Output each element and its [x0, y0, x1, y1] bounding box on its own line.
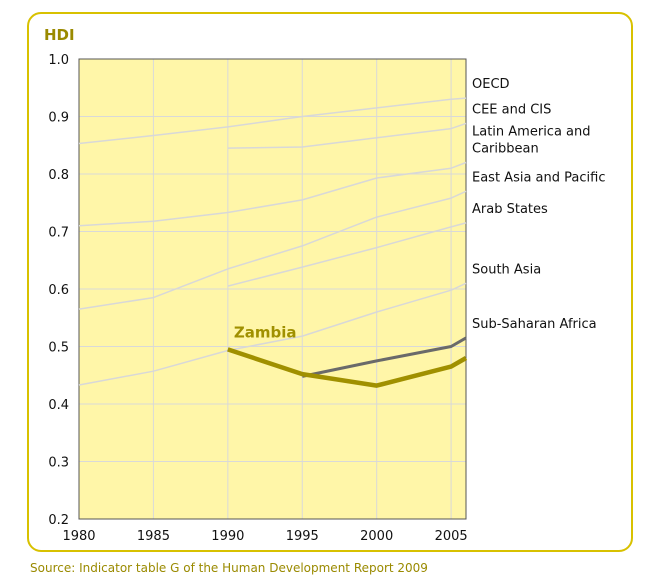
series-label: OECD	[472, 77, 510, 92]
zambia-label: Zambia	[234, 323, 297, 341]
series-label: CEE and CIS	[472, 102, 551, 117]
series-line-south-asia	[78, 282, 467, 386]
y-tick-label: 0.6	[48, 283, 69, 298]
series-label: South Asia	[472, 262, 541, 277]
x-tick-label: 1985	[137, 529, 170, 544]
series-label: Caribbean	[472, 142, 539, 157]
y-tick-label: 0.8	[48, 168, 69, 183]
y-tick-label: 1.0	[48, 53, 69, 68]
series-line-sub-saharan-africa	[301, 336, 467, 378]
y-tick-label: 0.3	[48, 456, 69, 471]
y-tick-label: 0.5	[48, 341, 69, 356]
series-label: Arab States	[472, 202, 548, 217]
series-line-latin-america-and-caribbean	[78, 161, 467, 227]
series-line-east-asia-and-pacific	[78, 190, 467, 310]
x-tick-label: 2000	[360, 529, 393, 544]
series-label: Sub-Saharan Africa	[472, 317, 597, 332]
x-tick-label: 1980	[62, 529, 95, 544]
plot-border	[78, 58, 467, 520]
y-tick-label: 0.7	[48, 226, 69, 241]
y-tick-label: 0.2	[48, 513, 69, 528]
source-note: Source: Indicator table G of the Human D…	[30, 561, 428, 575]
series-line-oecd	[78, 97, 467, 145]
series-line-arab-states	[227, 222, 467, 287]
series-line-cee-and-cis	[227, 122, 467, 149]
series-label: East Asia and Pacific	[472, 170, 605, 185]
y-tick-label: 0.9	[48, 111, 69, 126]
x-tick-label: 2005	[435, 529, 468, 544]
series-label: Latin America and	[472, 125, 591, 140]
y-axis-title: HDI	[44, 26, 75, 44]
x-tick-label: 1995	[286, 529, 319, 544]
y-tick-label: 0.4	[48, 398, 69, 413]
series-line-zambia	[227, 347, 468, 388]
x-tick-label: 1990	[211, 529, 244, 544]
